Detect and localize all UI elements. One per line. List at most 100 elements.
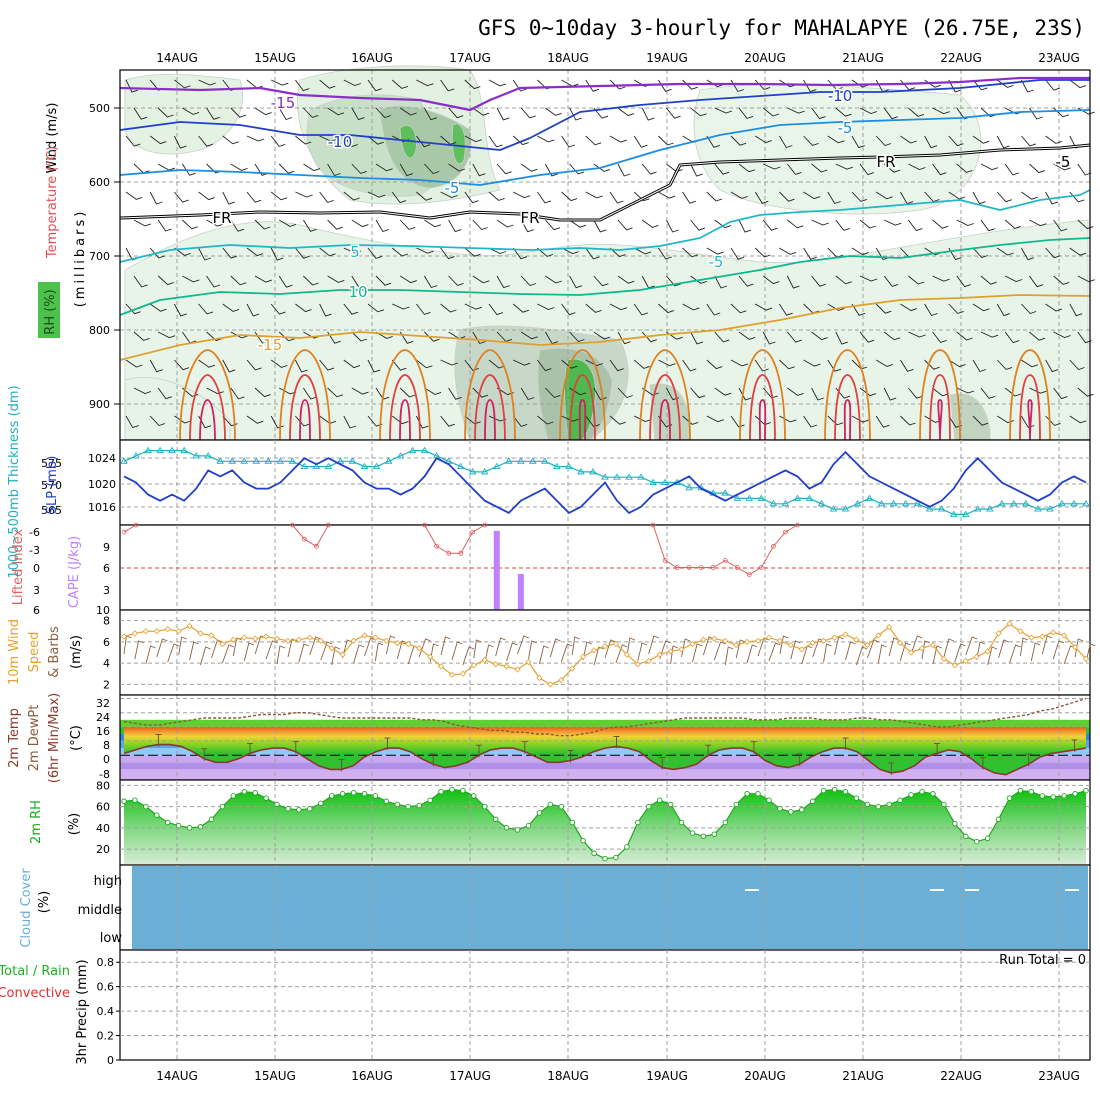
upper-wind-barb [835, 107, 852, 117]
rh2m-marker [438, 788, 444, 795]
upper-wind-barb [1029, 331, 1046, 341]
upper-wind-barb [883, 275, 899, 287]
bottom-date-axis: 14AUG 15AUG 16AUG 17AUG 18AUG 19AUG 20AUG 21AUG… [156, 1069, 1080, 1083]
upper-wind-barb [875, 191, 893, 200]
wind10m-barb [899, 642, 911, 662]
slp-tick-label: 1016 [88, 501, 116, 514]
upper-wind-barb [617, 107, 635, 117]
upper-wind-barb [472, 331, 486, 345]
upper-wind-barb [633, 359, 650, 369]
wind10m-barb [276, 645, 286, 665]
bottom-date-label: 20AUG [744, 1069, 786, 1083]
rh2m-marker [930, 791, 936, 797]
lifted-index-marker [470, 529, 476, 535]
wind10m-barb [167, 643, 180, 663]
lifted-index-line [292, 524, 329, 547]
upper-wind-barb [827, 79, 843, 91]
wind-speed-marker [634, 661, 641, 668]
upper-wind-barb [851, 415, 869, 423]
wind-speed-marker [1006, 620, 1013, 627]
lifted-index-marker [686, 565, 692, 570]
upper-wind-barb [1077, 163, 1092, 176]
temp-tick-label: -8 [99, 768, 110, 781]
thickness-marker [300, 462, 309, 470]
upper-wind-barb [222, 247, 238, 259]
bottom-date-label: 14AUG [156, 1069, 198, 1083]
upper-wind-barb [254, 107, 272, 116]
upper-wind-barb [585, 247, 600, 260]
rh2m-marker [645, 803, 652, 810]
wind-speed-marker [984, 648, 991, 655]
upper-wind-barb [448, 275, 464, 286]
upper-wind-barb [908, 107, 925, 117]
thickness-marker [1070, 499, 1078, 507]
upper-wind-barb [488, 303, 504, 316]
upper-wind-barb [303, 163, 321, 172]
lifted-index-marker [722, 558, 728, 563]
millibars-axis-label: (millibars) [73, 209, 88, 308]
upper-wind-barb [754, 359, 769, 372]
upper-wind-barb [633, 191, 650, 202]
thickness-marker [408, 446, 417, 454]
upper-wind-barb [585, 135, 602, 146]
upper-wind-barb [198, 191, 215, 201]
upper-wind-barb [682, 359, 697, 372]
bottom-date-label: 18AUG [547, 1069, 589, 1083]
upper-wind-barb [230, 275, 247, 286]
temp-color-band [120, 748, 1090, 756]
wind-speed-marker [339, 651, 346, 658]
rh2m-marker [1083, 787, 1089, 794]
upper-wind-barb [972, 79, 988, 91]
wind10m-barb [670, 645, 679, 665]
upper-wind-barb [730, 135, 747, 146]
upper-wind-barb [585, 359, 603, 366]
wind-speed-marker [1050, 629, 1057, 636]
upper-wind-barb [391, 359, 407, 371]
upper-wind-barb [851, 191, 868, 202]
temp-minmax-whisker [705, 744, 712, 758]
upper-wind-barb [859, 275, 878, 282]
upper-wind-barb [1077, 275, 1095, 283]
rh2m-marker [1017, 787, 1024, 794]
isotherm--10 [119, 79, 1090, 151]
wind-speed-marker [306, 634, 313, 641]
wind-tick-label: 8 [103, 615, 110, 628]
upper-wind-barb [908, 387, 923, 399]
wind-speed-marker [787, 641, 794, 649]
wind10m-axis-label-c: & Barbs [47, 626, 62, 678]
wind-speed-marker [328, 645, 335, 652]
thickness-marker [1046, 505, 1054, 512]
wind10m-barb [385, 635, 396, 655]
upper-wind-barb [609, 135, 627, 143]
wind-speed-marker [973, 653, 980, 660]
upper-wind-barb [270, 191, 288, 201]
upper-wind-barb [295, 303, 312, 313]
wind10m-barb [823, 643, 832, 663]
rh2m-marker [372, 793, 379, 799]
wind-speed-marker [875, 632, 882, 639]
upper-wind-barb [464, 247, 481, 257]
upper-wind-barb [448, 163, 466, 172]
upper-wind-barb [270, 247, 284, 261]
upper-wind-barb [972, 303, 990, 312]
rh2m-marker [208, 816, 215, 823]
rh2m-marker [307, 805, 313, 812]
upper-wind-barb [900, 359, 914, 372]
wind-speed-marker [317, 637, 324, 644]
upper-wind-barb [714, 107, 733, 114]
temp-minmax-whisker [796, 753, 803, 767]
lifted-index-marker [301, 536, 307, 542]
upper-wind-barb [811, 387, 824, 401]
upper-wind-barb [174, 247, 191, 256]
upper-wind-barb [908, 219, 923, 232]
isotherm-25 [569, 374, 596, 441]
temp-color-band [120, 719, 1090, 727]
thickness-marker [240, 457, 249, 464]
upper-wind-barb [1077, 219, 1094, 230]
upper-wind-barb [787, 107, 805, 114]
isotherm-20 [1009, 349, 1051, 441]
bottom-date-label: 21AUG [842, 1069, 884, 1083]
pressure-tick-label: 900 [89, 398, 110, 411]
upper-wind-barb [1069, 247, 1087, 256]
wind-speed-marker [722, 637, 729, 644]
